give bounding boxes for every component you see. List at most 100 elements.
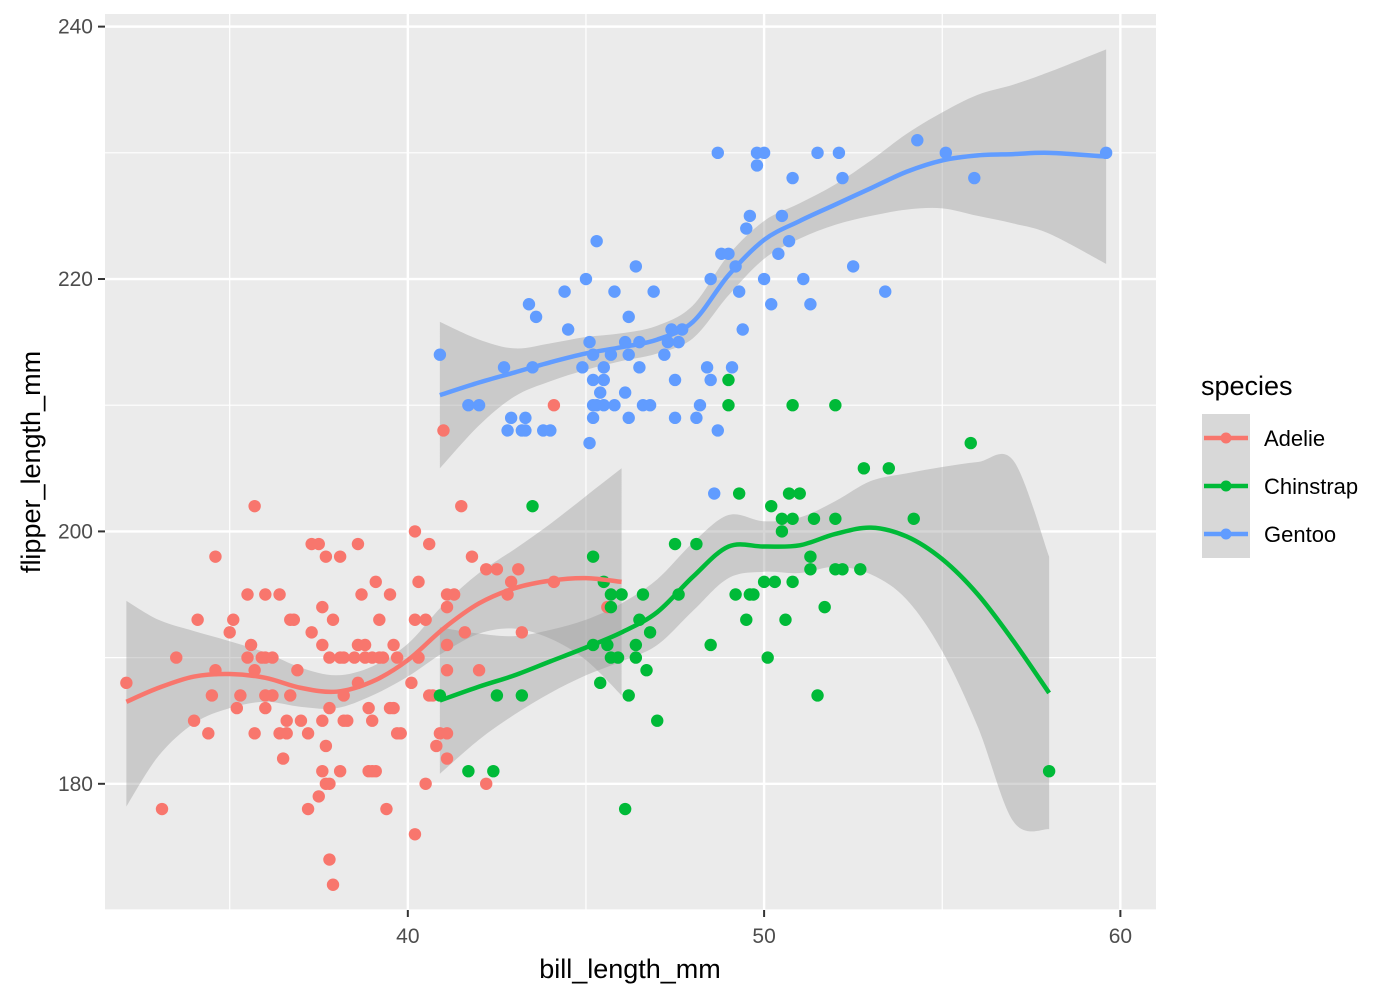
point-gentoo — [558, 285, 571, 298]
point-adelie — [504, 575, 518, 589]
point-adelie — [266, 689, 279, 702]
point-gentoo — [586, 373, 600, 387]
point-chinstrap — [779, 613, 792, 626]
point-gentoo — [786, 171, 799, 185]
point-adelie — [376, 651, 390, 664]
point-adelie — [440, 600, 454, 614]
point-adelie — [408, 828, 422, 841]
point-gentoo — [725, 361, 739, 374]
legend-title: species — [1201, 371, 1293, 401]
legend: species Adelie Chinstrap Gentoo — [1201, 371, 1358, 558]
point-adelie — [547, 399, 561, 412]
point-chinstrap — [594, 676, 607, 690]
point-chinstrap — [786, 399, 799, 412]
point-adelie — [419, 613, 432, 626]
point-gentoo — [708, 487, 721, 500]
point-adelie — [259, 701, 272, 715]
point-chinstrap — [643, 626, 657, 639]
point-adelie — [291, 664, 304, 677]
point-adelie — [369, 764, 382, 778]
y-tick-label: 240 — [58, 16, 93, 39]
point-chinstrap — [1042, 764, 1056, 778]
point-adelie — [241, 651, 254, 664]
legend-label-adelie: Adelie — [1264, 426, 1325, 451]
point-gentoo — [519, 411, 532, 425]
point-gentoo — [658, 348, 671, 361]
point-gentoo — [597, 361, 610, 374]
point-chinstrap — [836, 563, 849, 576]
point-gentoo — [757, 272, 771, 286]
point-chinstrap — [622, 689, 635, 702]
point-gentoo — [583, 436, 596, 450]
point-chinstrap — [704, 638, 717, 652]
point-adelie — [440, 752, 454, 765]
point-gentoo — [765, 298, 778, 311]
point-adelie — [170, 651, 183, 664]
point-chinstrap — [611, 651, 625, 664]
x-tick-label: 60 — [1109, 925, 1132, 948]
point-chinstrap — [882, 462, 895, 475]
point-adelie — [276, 752, 290, 765]
point-adelie — [316, 714, 329, 727]
point-adelie — [366, 714, 379, 727]
point-gentoo — [561, 323, 575, 336]
point-adelie — [333, 550, 347, 563]
point-gentoo — [736, 323, 749, 336]
legend-point-chinstrap — [1220, 480, 1232, 492]
legend-label-gentoo: Gentoo — [1264, 522, 1336, 547]
point-chinstrap — [604, 600, 618, 614]
point-gentoo — [633, 361, 646, 374]
point-gentoo — [597, 399, 610, 412]
point-adelie — [323, 777, 336, 791]
point-gentoo — [939, 146, 952, 160]
point-gentoo — [504, 411, 518, 425]
point-chinstrap — [722, 399, 735, 412]
point-adelie — [512, 563, 525, 576]
point-chinstrap — [786, 512, 799, 525]
point-adelie — [316, 764, 329, 778]
point-adelie — [326, 878, 340, 891]
point-chinstrap — [854, 563, 867, 576]
point-adelie — [394, 727, 407, 740]
point-adelie — [380, 802, 393, 816]
point-gentoo — [879, 285, 892, 298]
data-points — [120, 133, 1113, 891]
point-gentoo — [693, 399, 707, 412]
point-gentoo — [647, 285, 660, 298]
point-adelie — [155, 802, 169, 816]
legend-point-adelie — [1220, 432, 1232, 444]
point-gentoo — [643, 399, 657, 412]
point-gentoo — [711, 146, 724, 160]
point-chinstrap — [618, 802, 632, 816]
tick-labels: 40 50 60 180 200 220 240 — [58, 16, 1132, 948]
smooth-line-adelie — [125, 575, 622, 704]
point-gentoo — [579, 272, 593, 286]
point-adelie — [373, 613, 386, 626]
y-tick-label: 200 — [58, 520, 93, 543]
point-adelie — [202, 727, 215, 740]
point-adelie — [205, 689, 219, 702]
y-tick-label: 220 — [58, 268, 93, 291]
point-adelie — [323, 651, 336, 664]
point-gentoo — [832, 146, 846, 160]
point-gentoo — [750, 159, 764, 172]
point-adelie — [440, 727, 454, 740]
point-adelie — [408, 525, 422, 538]
point-adelie — [383, 588, 397, 601]
point-gentoo — [732, 285, 746, 298]
point-gentoo — [968, 171, 981, 185]
point-adelie — [323, 701, 336, 715]
point-gentoo — [529, 310, 543, 324]
point-chinstrap — [829, 399, 842, 412]
point-adelie — [209, 550, 222, 563]
major-gridlines — [105, 14, 1156, 910]
axis-ticks — [98, 25, 1122, 917]
y-axis-title: flipper_length_mm — [16, 351, 46, 573]
point-gentoo — [519, 424, 532, 437]
point-adelie — [280, 714, 293, 727]
point-gentoo — [622, 348, 635, 361]
point-adelie — [305, 626, 318, 639]
point-chinstrap — [829, 512, 842, 525]
point-chinstrap — [490, 689, 504, 702]
point-chinstrap — [765, 499, 778, 513]
